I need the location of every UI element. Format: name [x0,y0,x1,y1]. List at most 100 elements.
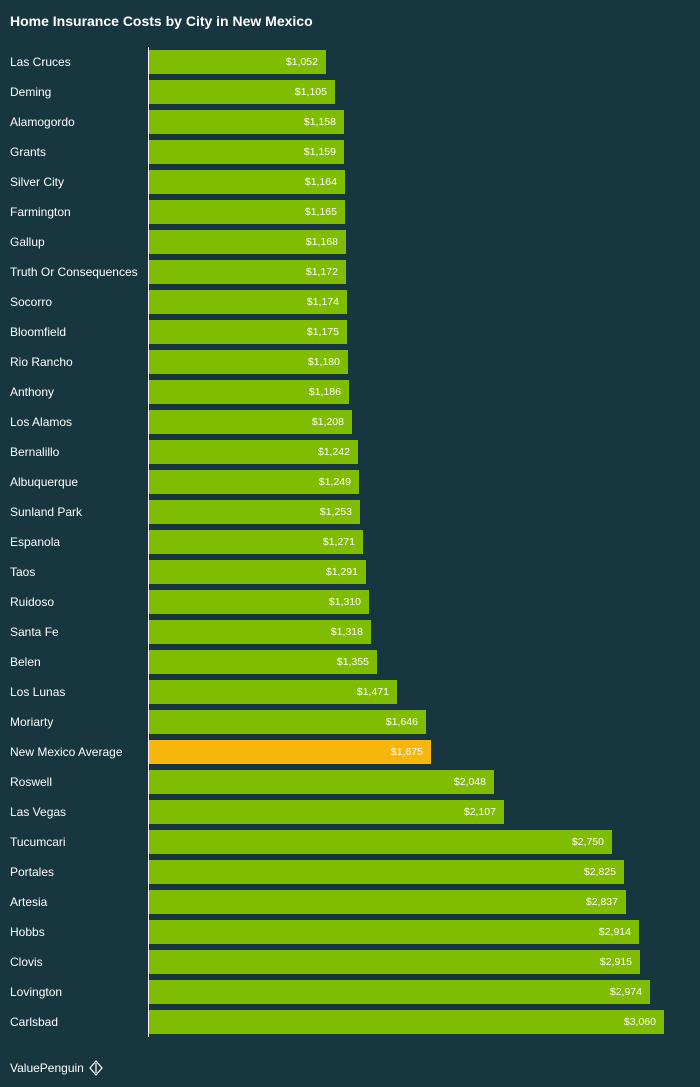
bar[interactable] [149,140,344,164]
bar-value-label: $1,168 [305,236,338,248]
bar-value-label: $2,974 [609,986,642,998]
category-label: Albuquerque [10,475,79,489]
bar-value-label: $2,825 [583,866,616,878]
category-label: Roswell [10,775,53,789]
bar-value-label: $1,355 [336,656,369,668]
bar[interactable] [149,530,363,554]
bar-value-label: $1,165 [304,206,337,218]
category-label: Espanola [10,535,61,549]
bar-value-label: $1,208 [311,416,344,428]
bar[interactable] [149,620,371,644]
bar[interactable] [149,710,426,734]
category-label: Los Lunas [10,685,66,699]
bar[interactable] [149,860,624,884]
bar-value-label: $1,310 [328,596,361,608]
chart-title: Home Insurance Costs by City in New Mexi… [10,13,313,29]
bar-value-label: $1,174 [306,296,339,308]
category-label: Bloomfield [10,325,67,339]
bar-value-label: $1,105 [294,86,327,98]
bar-value-label: $1,253 [319,506,352,518]
bar-value-label: $1,318 [330,626,363,638]
category-label: Hobbs [10,925,45,939]
bar[interactable] [149,170,345,194]
category-label: Truth Or Consequences [10,265,138,279]
bar[interactable] [149,440,358,464]
category-label: Portales [10,865,55,879]
bar[interactable] [149,50,326,74]
bar[interactable] [149,680,397,704]
bar[interactable] [149,800,504,824]
bar[interactable] [149,200,345,224]
bar-value-label: $2,048 [453,776,486,788]
category-label: Taos [10,565,36,579]
category-label: Farmington [10,205,71,219]
bar[interactable] [149,830,612,854]
bar-value-label: $1,158 [303,116,336,128]
bar-value-label: $1,175 [306,326,339,338]
bar-value-label: $1,675 [390,746,423,758]
bar-value-label: $2,914 [598,926,631,938]
category-label: Lovington [10,985,63,999]
bar-value-label: $1,180 [307,356,340,368]
bar[interactable] [149,650,377,674]
bar-value-label: $1,291 [325,566,358,578]
bar[interactable] [149,260,346,284]
category-label: Sunland Park [10,505,83,519]
category-label: Artesia [10,895,48,909]
category-label: Grants [10,145,47,159]
bar-value-label: $1,159 [303,146,336,158]
category-label: Santa Fe [10,625,59,639]
bar[interactable] [149,290,347,314]
category-label: New Mexico Average [10,745,123,759]
bar[interactable] [149,470,359,494]
bar-value-label: $1,271 [322,536,355,548]
category-label: Moriarty [10,715,54,729]
bar[interactable] [149,350,348,374]
y-axis-line [148,47,149,1037]
bar-value-label: $1,172 [305,266,338,278]
bar[interactable] [149,110,344,134]
bar[interactable] [149,500,360,524]
category-label: Las Cruces [10,55,71,69]
bar-value-label: $1,646 [385,716,418,728]
footer-brand[interactable]: ValuePenguin [10,1060,104,1076]
bar[interactable] [149,770,494,794]
bar[interactable] [149,230,346,254]
category-label: Clovis [10,955,43,969]
bar[interactable] [149,1010,664,1034]
category-label: Rio Rancho [10,355,73,369]
category-label: Bernalillo [10,445,60,459]
penguin-logo-icon [89,1060,103,1076]
bar[interactable] [149,320,347,344]
bar[interactable] [149,560,366,584]
bar[interactable] [149,590,369,614]
brand-name: ValuePenguin [10,1061,84,1075]
bar-value-label: $2,837 [585,896,618,908]
bar-highlight[interactable] [149,740,431,764]
bar-value-label: $2,915 [599,956,632,968]
category-label: Alamogordo [10,115,75,129]
category-label: Gallup [10,235,45,249]
bar[interactable] [149,920,639,944]
bar[interactable] [149,410,352,434]
category-label: Silver City [10,175,65,189]
category-label: Ruidoso [10,595,55,609]
category-label: Socorro [10,295,53,309]
category-label: Carlsbad [10,1015,59,1029]
bar-value-label: $2,107 [463,806,496,818]
category-label: Las Vegas [10,805,67,819]
bar-value-label: $1,186 [308,386,341,398]
bar-value-label: $1,249 [318,476,351,488]
bar-value-label: $1,242 [317,446,350,458]
bar-value-label: $3,060 [623,1016,656,1028]
category-label: Deming [10,85,52,99]
category-label: Tucumcari [10,835,66,849]
bar[interactable] [149,950,640,974]
bar[interactable] [149,80,335,104]
category-label: Anthony [10,385,55,399]
bar-value-label: $1,471 [356,686,389,698]
bar[interactable] [149,890,626,914]
bar[interactable] [149,380,349,404]
category-label: Belen [10,655,41,669]
bar[interactable] [149,980,650,1004]
